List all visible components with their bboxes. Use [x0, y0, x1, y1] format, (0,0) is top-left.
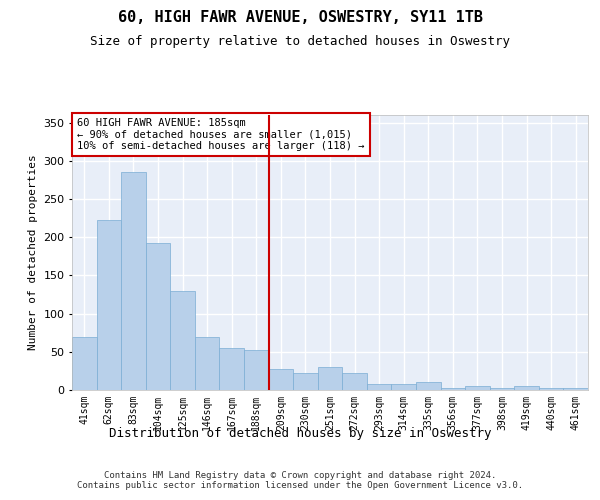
Bar [97, 220, 121, 390]
Bar [440, 388, 465, 390]
Text: Contains HM Land Registry data © Crown copyright and database right 2024.
Contai: Contains HM Land Registry data © Crown c… [77, 470, 523, 490]
Bar [72, 336, 97, 390]
Bar [195, 336, 220, 390]
Bar [293, 373, 318, 390]
Bar [342, 373, 367, 390]
Bar [539, 388, 563, 390]
Bar [269, 368, 293, 390]
Text: Size of property relative to detached houses in Oswestry: Size of property relative to detached ho… [90, 35, 510, 48]
Bar [146, 244, 170, 390]
Bar [318, 367, 342, 390]
Bar [367, 384, 391, 390]
Bar [465, 386, 490, 390]
Bar [170, 290, 195, 390]
Text: Distribution of detached houses by size in Oswestry: Distribution of detached houses by size … [109, 428, 491, 440]
Bar [490, 388, 514, 390]
Bar [416, 382, 440, 390]
Bar [514, 386, 539, 390]
Y-axis label: Number of detached properties: Number of detached properties [28, 154, 38, 350]
Bar [244, 350, 269, 390]
Bar [563, 388, 588, 390]
Text: 60, HIGH FAWR AVENUE, OSWESTRY, SY11 1TB: 60, HIGH FAWR AVENUE, OSWESTRY, SY11 1TB [118, 10, 482, 25]
Text: 60 HIGH FAWR AVENUE: 185sqm
← 90% of detached houses are smaller (1,015)
10% of : 60 HIGH FAWR AVENUE: 185sqm ← 90% of det… [77, 118, 365, 151]
Bar [121, 172, 146, 390]
Bar [391, 384, 416, 390]
Bar [220, 348, 244, 390]
